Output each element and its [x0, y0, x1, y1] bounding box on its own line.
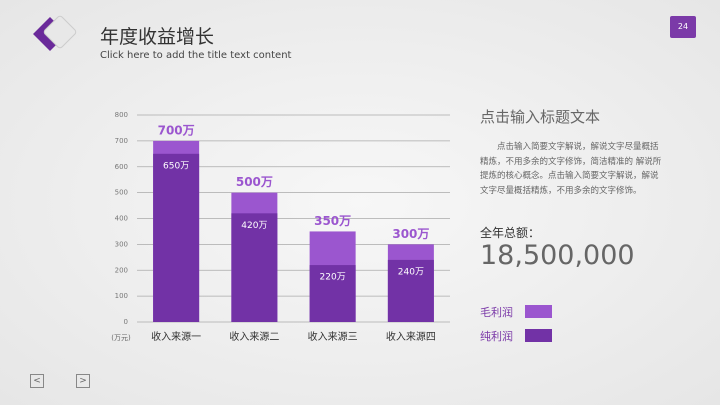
- prev-button[interactable]: <: [30, 374, 44, 388]
- data-label: 700万: [158, 123, 195, 137]
- x-tick-label: 收入来源二: [229, 330, 279, 343]
- x-tick-label: 收入来源三: [308, 330, 358, 343]
- legend-label: 毛利润: [480, 306, 513, 319]
- side-title: 点击输入标题文本: [480, 108, 601, 126]
- bar: [309, 265, 356, 322]
- bar: [387, 259, 434, 322]
- page-number: 24: [670, 16, 696, 38]
- y-tick-label: 500: [115, 189, 128, 197]
- side-text: 点击输入简要文字解说，解说文字尽量概括精炼，不用多余的文字修饰，简洁精准的 解说…: [480, 142, 662, 196]
- total-label: 全年总额：: [480, 226, 541, 240]
- y-tick-label: 200: [115, 266, 128, 274]
- next-button[interactable]: >: [76, 374, 90, 388]
- data-label: 650万: [163, 161, 189, 171]
- data-label: 300万: [392, 227, 429, 241]
- bar: [153, 153, 200, 322]
- data-label: 350万: [314, 214, 351, 228]
- y-tick-label: 600: [115, 163, 128, 171]
- y-tick-label: 0: [124, 318, 128, 326]
- legend-swatch: [525, 329, 552, 342]
- subtitle: Click here to add the title text content: [100, 50, 292, 61]
- title: 年度收益增长: [100, 26, 215, 48]
- y-unit: (万元): [111, 334, 131, 342]
- data-label: 420万: [241, 221, 267, 231]
- y-tick-label: 300: [115, 240, 128, 248]
- logo: [33, 15, 77, 51]
- legend-label: 纯利润: [480, 330, 513, 343]
- x-tick-label: 收入来源一: [151, 330, 201, 343]
- x-tick-label: 收入来源四: [386, 330, 436, 343]
- data-label: 500万: [236, 175, 273, 189]
- legend-swatch: [525, 305, 552, 318]
- data-label: 220万: [320, 273, 346, 283]
- total-value: 18,500,000: [480, 240, 635, 271]
- bar: [231, 213, 278, 322]
- y-tick-label: 800: [115, 111, 128, 119]
- y-tick-label: 400: [115, 215, 128, 223]
- y-tick-label: 100: [115, 292, 128, 300]
- y-tick-label: 700: [115, 137, 128, 145]
- data-label: 240万: [398, 267, 424, 277]
